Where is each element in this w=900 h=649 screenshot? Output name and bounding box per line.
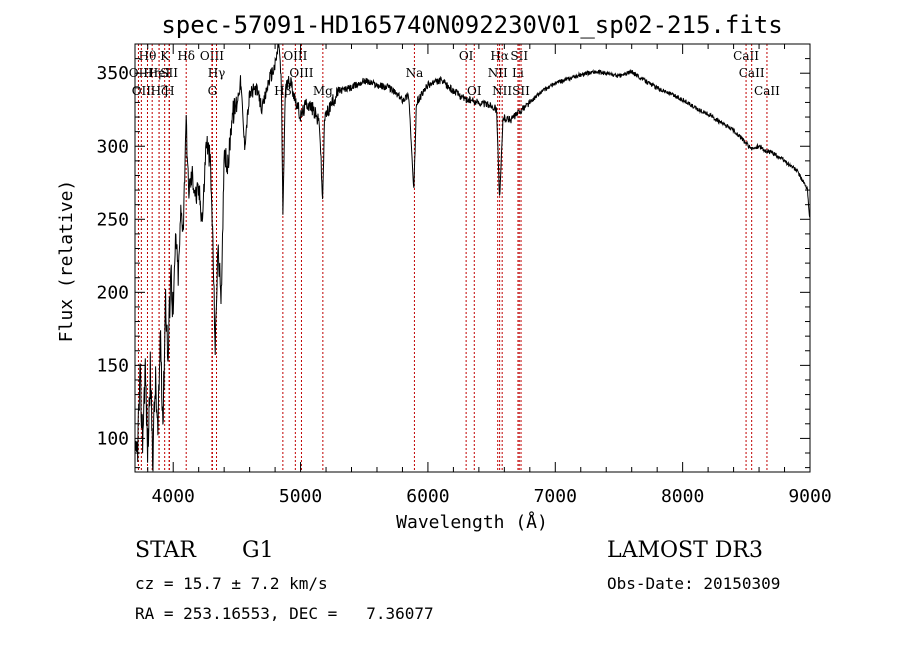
- line-label-Hδ: Hδ: [177, 49, 195, 63]
- x-tick-label: 9000: [788, 486, 831, 507]
- object-class: STAR: [135, 538, 196, 563]
- x-tick-label: 5000: [279, 486, 322, 507]
- coordinates: RA = 253.16553, DEC = 7.36077: [135, 604, 434, 623]
- line-label-CaII: CaII: [739, 66, 765, 80]
- line-label-H: H: [164, 84, 174, 98]
- object-subclass: G1: [242, 538, 274, 563]
- y-tick-label: 100: [96, 428, 129, 449]
- x-tick-label: 7000: [534, 486, 577, 507]
- line-label-G: G: [208, 84, 218, 98]
- line-label-SII: SII: [510, 49, 528, 63]
- line-label-SII: SII: [512, 84, 530, 98]
- line-label-Na: Na: [406, 66, 424, 80]
- line-label-CaII: CaII: [754, 84, 780, 98]
- y-tick-label: 350: [96, 63, 129, 84]
- line-label-Li: Li: [512, 66, 524, 80]
- line-label-OIII: OIII: [283, 49, 307, 63]
- line-label-Hγ: Hγ: [208, 66, 226, 80]
- line-label-Hη: Hη: [143, 66, 161, 80]
- y-tick-label: 250: [96, 209, 129, 230]
- plot-frame: [134, 43, 811, 473]
- y-tick-label: 150: [96, 355, 129, 376]
- line-label-OI: OI: [467, 84, 482, 98]
- line-label-K: K: [160, 49, 170, 63]
- x-axis-label: Wavelength (Å): [396, 511, 548, 533]
- redshift-cz: cz = 15.7 ± 7.2 km/s: [135, 574, 328, 593]
- spectrum-line: [135, 44, 810, 472]
- chart-title: spec-57091-HD165740N092230V01_sp02-215.f…: [161, 11, 782, 39]
- y-axis-label: Flux (relative): [56, 180, 77, 343]
- x-tick-label: 4000: [152, 486, 195, 507]
- line-label-OI: OI: [459, 49, 474, 63]
- x-tick-label: 8000: [661, 486, 704, 507]
- line-label-CaII: CaII: [733, 49, 759, 63]
- line-label-NII: NII: [488, 66, 508, 80]
- line-label-NII: NII: [492, 84, 512, 98]
- y-tick-label: 300: [96, 136, 129, 157]
- line-label-Hζ: Hζ: [151, 84, 168, 98]
- observation-date: Obs-Date: 20150309: [607, 574, 781, 593]
- line-label-OIII: OIII: [289, 66, 313, 80]
- survey-name: LAMOST DR3: [607, 538, 763, 563]
- line-label-Mg: Mg: [313, 84, 333, 98]
- line-label-Hα: Hα: [490, 49, 509, 63]
- x-tick-label: 6000: [406, 486, 449, 507]
- y-tick-label: 200: [96, 282, 129, 303]
